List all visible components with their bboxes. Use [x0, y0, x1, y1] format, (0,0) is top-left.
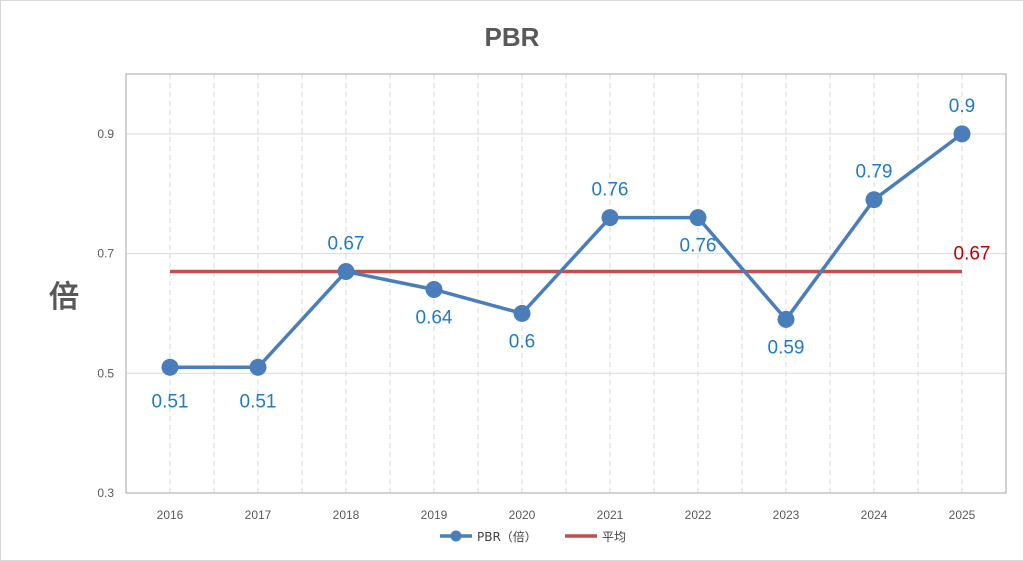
- x-tick-2018: 2018: [333, 508, 360, 522]
- data-label-average: 0.67: [954, 244, 991, 265]
- data-label-pbr-2023: 0.59: [768, 337, 805, 358]
- point-pbr-2022: [689, 209, 707, 227]
- x-tick-2023: 2023: [773, 508, 800, 522]
- legend-dot-pbr: [450, 530, 462, 542]
- data-label-pbr-2024: 0.79: [856, 162, 893, 183]
- point-pbr-2017: [249, 358, 267, 376]
- legend-label-average: 平均: [602, 530, 626, 544]
- legend: PBR（倍） 平均: [440, 529, 626, 544]
- x-tick-2021: 2021: [597, 508, 624, 522]
- data-label-pbr-2017: 0.51: [240, 391, 277, 412]
- x-tick-2017: 2017: [245, 508, 272, 522]
- y-tick-0.5: 0.5: [97, 366, 114, 380]
- x-tick-2022: 2022: [685, 508, 712, 522]
- y-tick-0.9: 0.9: [97, 127, 114, 141]
- y-tick-0.7: 0.7: [97, 247, 114, 261]
- series-line-pbr: [170, 132, 964, 370]
- x-tick-2016: 2016: [157, 508, 184, 522]
- x-tick-labels: 2016 2017 2018 2019 2020 2021 2022 2023 2024 2025: [157, 508, 976, 522]
- point-pbr-2016: [161, 358, 179, 376]
- y-tick-0.3: 0.3: [97, 486, 114, 500]
- data-label-pbr-2019: 0.64: [416, 307, 453, 328]
- data-labels: 0.51 0.51 0.67 0.64 0.6 0.76 0.76 0.59 0.79 0.9 0.…: [152, 96, 991, 412]
- series-layer: [161, 125, 971, 376]
- data-label-pbr-2022: 0.76: [680, 236, 717, 257]
- x-tick-2020: 2020: [509, 508, 536, 522]
- point-pbr-2019: [425, 280, 443, 298]
- x-tick-2025: 2025: [949, 508, 976, 522]
- point-pbr-2021: [601, 209, 619, 227]
- data-label-pbr-2016: 0.51: [152, 391, 189, 412]
- data-label-pbr-2018: 0.67: [328, 234, 365, 255]
- point-pbr-2020: [513, 304, 531, 322]
- point-pbr-2018: [337, 263, 355, 281]
- point-pbr-2025: [953, 125, 971, 143]
- y-axis-label: 倍: [49, 280, 79, 315]
- plot-area-border: [125, 73, 1007, 494]
- data-label-pbr-2020: 0.6: [509, 331, 535, 352]
- x-tick-2019: 2019: [421, 508, 448, 522]
- x-tick-2024: 2024: [861, 508, 888, 522]
- y-tick-labels: 0.3 0.5 0.7 0.9: [97, 127, 114, 500]
- data-label-pbr-2025: 0.9: [949, 96, 975, 117]
- chart-title: PBR: [485, 22, 540, 52]
- point-pbr-2024: [865, 191, 883, 209]
- legend-label-pbr: PBR（倍）: [477, 529, 537, 544]
- point-pbr-2023: [777, 310, 795, 328]
- data-label-pbr-2021: 0.76: [592, 180, 629, 201]
- gridlines: [126, 74, 1006, 494]
